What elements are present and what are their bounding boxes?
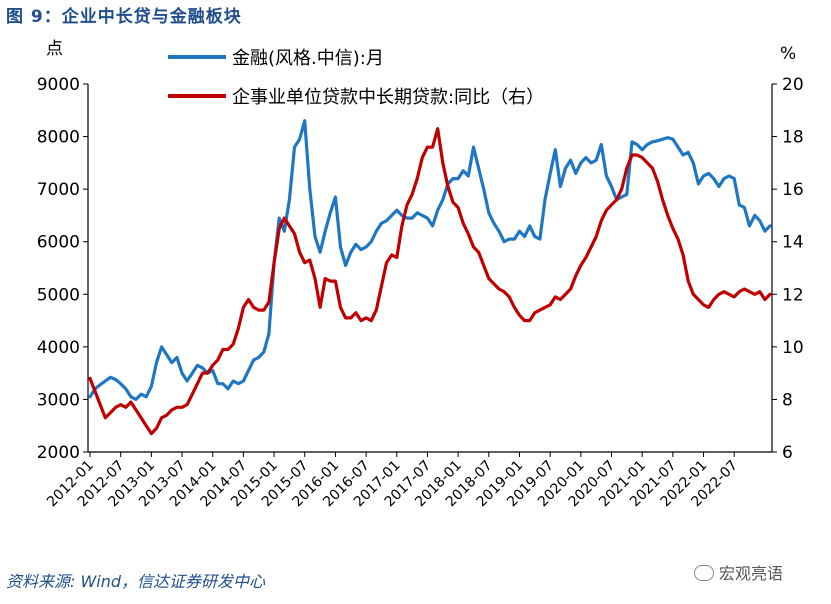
left-tick-label: 5000 [37,285,80,305]
axes-layer: 2000 3000 4000 5000 6000 7000 8000 9000 6 8 10 12 14… [37,75,804,510]
right-tick-label: 6 [782,443,793,463]
right-tick-label: 18 [782,128,804,148]
left-tick-label: 2000 [37,443,80,463]
series-line-finance [88,119,772,401]
left-tick-label: 6000 [37,233,80,253]
series-line-loan [88,127,772,436]
left-tick-label: 9000 [37,75,80,95]
series-layer [88,119,772,436]
figure-title: 图 9：企业中长贷与金融板块 [6,7,242,27]
right-tick-label: 20 [782,75,804,95]
right-tick-label: 12 [782,285,804,305]
right-tick-label: 14 [782,233,804,253]
source-note: 资料来源: Wind，信达证券研发中心 [6,572,266,591]
left-tick-label: 7000 [37,180,80,200]
right-tick-label: 8 [782,390,793,410]
right-axis-unit: % [780,44,797,64]
legend-label-finance: 金融(风格.中信):月 [232,48,384,69]
right-tick-label: 16 [782,180,804,200]
left-axis-unit: 点 [46,39,63,59]
legend-label-loan: 企事业单位贷款中长期贷款:同比（右） [232,87,544,108]
watermark: 宏观亮语 [694,560,783,584]
right-tick-label: 10 [782,338,804,358]
watermark-text: 宏观亮语 [719,564,784,583]
wechat-icon [694,565,714,581]
left-tick-label: 3000 [37,390,80,410]
left-tick-label: 8000 [37,128,80,148]
left-tick-label: 4000 [37,338,80,358]
